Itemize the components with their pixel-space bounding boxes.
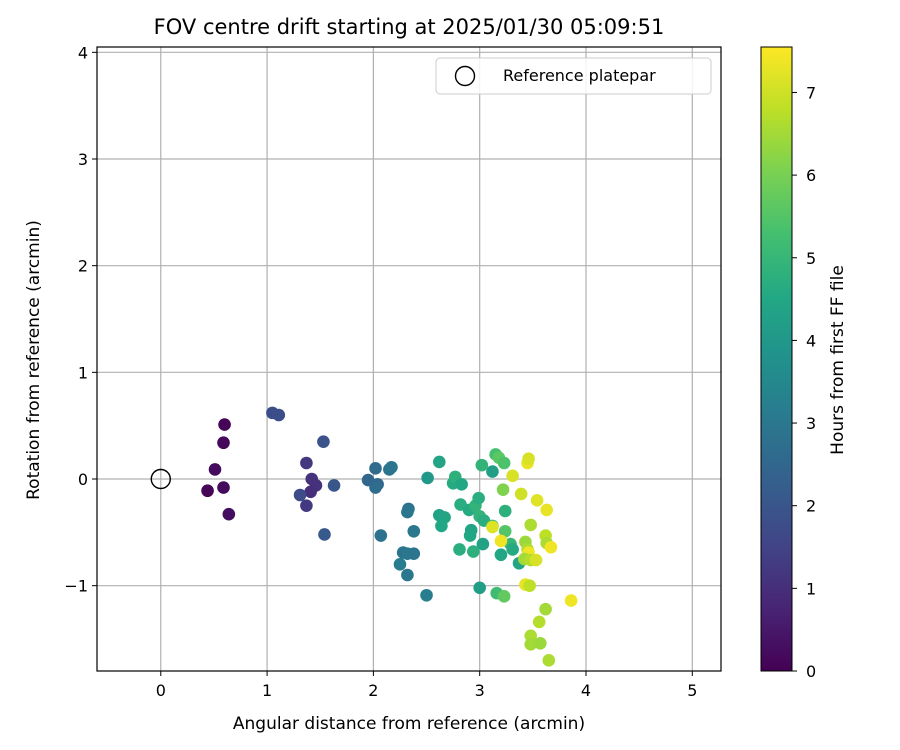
data-point bbox=[529, 553, 543, 567]
data-point bbox=[385, 460, 398, 474]
colorbar-ticks: 0 1 2 3 4 5 6 7 bbox=[792, 83, 816, 681]
x-tick-label: 2 bbox=[368, 681, 378, 700]
data-point bbox=[272, 408, 286, 422]
data-point bbox=[369, 481, 382, 494]
grid bbox=[97, 47, 721, 671]
data-point bbox=[467, 545, 480, 558]
data-point bbox=[293, 488, 307, 502]
data-point bbox=[401, 505, 414, 519]
data-point bbox=[530, 494, 544, 507]
y-tick-label: 0 bbox=[78, 470, 88, 489]
y-axis-label: Rotation from reference (arcmin) bbox=[24, 220, 44, 500]
data-point bbox=[432, 455, 446, 469]
chart-title: FOV centre drift starting at 2025/01/30 … bbox=[154, 15, 665, 39]
legend: Reference platepar bbox=[435, 57, 712, 95]
data-point bbox=[369, 462, 382, 475]
data-point bbox=[455, 478, 468, 491]
colorbar-tick-label: 6 bbox=[806, 166, 816, 185]
x-tick-label: 4 bbox=[581, 681, 591, 700]
x-axis-label: Angular distance from reference (arcmin) bbox=[233, 714, 585, 734]
data-point bbox=[318, 528, 331, 541]
data-point bbox=[300, 499, 313, 512]
data-point bbox=[421, 471, 434, 485]
data-point bbox=[217, 481, 230, 494]
legend-marker-reference bbox=[454, 65, 476, 87]
colorbar-tick-label: 7 bbox=[806, 83, 816, 102]
data-point bbox=[498, 524, 512, 538]
data-point bbox=[473, 581, 486, 595]
data-point bbox=[435, 519, 448, 533]
data-point bbox=[522, 452, 535, 466]
data-point bbox=[420, 588, 433, 602]
colorbar-label: Hours from first FF file bbox=[828, 265, 848, 455]
data-point bbox=[393, 558, 407, 571]
data-point bbox=[524, 518, 538, 532]
data-point bbox=[497, 590, 511, 603]
reference-marker bbox=[150, 468, 171, 490]
data-point bbox=[540, 503, 553, 517]
data-point bbox=[300, 456, 313, 470]
data-point bbox=[494, 534, 508, 548]
data-point bbox=[476, 537, 490, 551]
legend-box bbox=[435, 57, 712, 95]
data-point bbox=[533, 636, 547, 650]
data-point bbox=[564, 594, 578, 607]
data-point bbox=[542, 654, 556, 667]
data-point bbox=[486, 520, 499, 534]
data-point bbox=[472, 491, 485, 505]
data-point bbox=[506, 469, 519, 483]
data-point bbox=[524, 638, 538, 651]
data-point bbox=[407, 524, 421, 538]
x-axis-ticks: 0 1 2 3 4 5 bbox=[156, 671, 697, 700]
data-point bbox=[201, 484, 214, 498]
data-point bbox=[374, 529, 388, 542]
data-point bbox=[208, 463, 222, 476]
y-tick-label: 4 bbox=[78, 43, 88, 62]
data-point bbox=[498, 504, 512, 518]
data-point bbox=[506, 543, 519, 556]
data-point bbox=[486, 465, 499, 478]
y-tick-label: 2 bbox=[78, 257, 88, 276]
y-tick-label: 1 bbox=[78, 363, 88, 382]
data-point bbox=[494, 548, 508, 562]
reference-platepar-marker bbox=[150, 468, 171, 490]
colorbar-tick-label: 4 bbox=[806, 331, 816, 350]
y-tick-label: 3 bbox=[78, 150, 88, 169]
y-axis-ticks: −1 0 1 2 3 4 bbox=[64, 43, 97, 596]
colorbar-tick-label: 5 bbox=[806, 249, 816, 268]
x-tick-label: 5 bbox=[687, 681, 697, 700]
data-point bbox=[475, 458, 489, 472]
data-point bbox=[496, 483, 510, 496]
data-point bbox=[304, 485, 317, 499]
x-tick-label: 3 bbox=[475, 681, 485, 700]
data-point bbox=[217, 436, 230, 450]
y-tick-label: −1 bbox=[64, 577, 88, 596]
data-point bbox=[317, 435, 330, 448]
plot-frame bbox=[96, 46, 722, 672]
data-point bbox=[453, 543, 466, 556]
data-point bbox=[401, 568, 414, 582]
x-tick-label: 0 bbox=[156, 681, 166, 700]
data-point bbox=[218, 418, 231, 431]
colorbar-tick-label: 2 bbox=[806, 497, 816, 516]
colorbar-tick-label: 0 bbox=[806, 662, 816, 681]
data-point bbox=[523, 579, 536, 592]
data-point bbox=[497, 456, 511, 470]
colorbar-tick-label: 1 bbox=[806, 579, 816, 598]
data-point bbox=[222, 507, 236, 521]
data-point bbox=[463, 529, 477, 542]
scatter-points bbox=[201, 406, 578, 667]
data-point bbox=[539, 602, 552, 616]
colorbar bbox=[760, 46, 793, 672]
colorbar-tick-label: 3 bbox=[806, 414, 816, 433]
data-point bbox=[407, 547, 421, 560]
x-tick-label: 1 bbox=[262, 681, 272, 700]
data-point bbox=[327, 479, 341, 492]
data-point bbox=[544, 540, 558, 554]
data-point bbox=[514, 487, 528, 501]
data-point bbox=[532, 615, 546, 629]
legend-entry-reference-platepar: Reference platepar bbox=[503, 66, 656, 85]
